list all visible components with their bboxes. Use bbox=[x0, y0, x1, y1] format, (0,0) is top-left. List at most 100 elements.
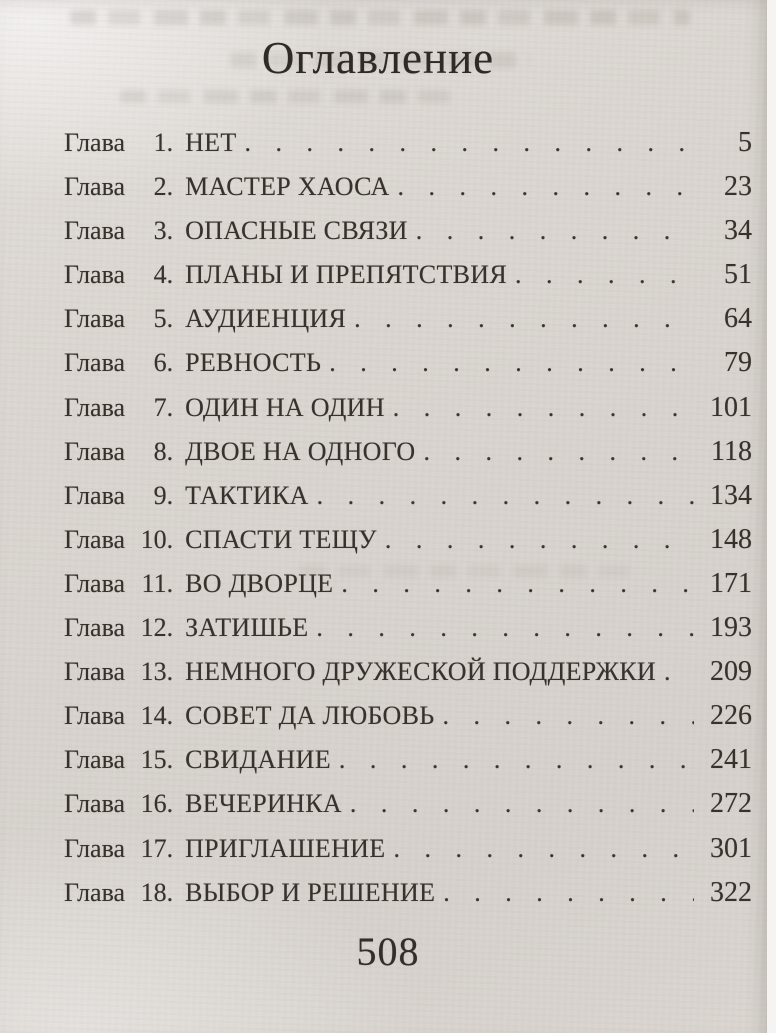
chapter-number: 4. bbox=[153, 260, 174, 290]
dot-leader: . . . . . . . . . . . . . . . . . . . . … bbox=[384, 524, 694, 554]
footer-page-number: 508 bbox=[356, 929, 420, 974]
chapter-title: НЕМНОГО ДРУЖЕСКОЙ ПОДДЕРЖКИ bbox=[185, 657, 656, 687]
chapter-word: Глава bbox=[64, 877, 126, 907]
toc-entry: Глава 3. ОПАСНЫЕ СВЯЗИ . . . . . . . . .… bbox=[0, 209, 776, 253]
table-of-contents: Глава 1. НЕТ . . . . . . . . . . . . . .… bbox=[0, 121, 776, 915]
chapter-number: 13. bbox=[140, 657, 174, 687]
chapter-number: 1. bbox=[153, 128, 174, 157]
toc-entry: Глава 6. РЕВНОСТЬ . . . . . . . . . . . … bbox=[0, 341, 776, 385]
dot-leader: . . . . . . . . . . . . . . . . . . . . … bbox=[515, 260, 694, 290]
dot-leader: . . . . . . . . . . . . . . . . . . . . … bbox=[663, 657, 694, 687]
page-number: 23 bbox=[724, 171, 752, 203]
page-title: Оглавление bbox=[261, 33, 495, 83]
dot-leader: . . . . . . . . . . . . . . . . . . . . … bbox=[354, 304, 694, 334]
chapter-number: 18. bbox=[140, 877, 174, 907]
chapter-number: 15. bbox=[140, 745, 174, 775]
page-number: 322 bbox=[710, 876, 752, 908]
page-number: 209 bbox=[710, 656, 752, 688]
chapter-word: Глава bbox=[64, 524, 126, 554]
chapter-number: 17. bbox=[140, 833, 174, 863]
chapter-title: НЕТ bbox=[185, 128, 237, 157]
page-number: 148 bbox=[710, 523, 752, 555]
chapter-word: Глава bbox=[64, 745, 126, 775]
chapter-title: ОДИН НА ОДИН bbox=[185, 392, 385, 422]
chapter-word: Глава bbox=[64, 657, 126, 687]
page-number: 241 bbox=[710, 744, 752, 776]
page-number: 5 bbox=[738, 127, 752, 158]
chapter-number: 7. bbox=[153, 392, 174, 422]
chapter-word: Глава bbox=[64, 216, 126, 246]
toc-entry: Глава 13. НЕМНОГО ДРУЖЕСКОЙ ПОДДЕРЖКИ . … bbox=[0, 650, 776, 694]
dot-leader: . . . . . . . . . . . . . . . . . . . . … bbox=[316, 480, 694, 510]
page-number: 118 bbox=[711, 435, 752, 467]
chapter-title: ВЫБОР И РЕШЕНИЕ bbox=[185, 877, 436, 907]
page-number: 272 bbox=[710, 788, 752, 820]
dot-leader: . . . . . . . . . . . . . . . . . . . . … bbox=[415, 216, 694, 246]
chapter-title: ПРИГЛАШЕНИЕ bbox=[185, 833, 386, 863]
chapter-number: 6. bbox=[153, 348, 174, 378]
chapter-word: Глава bbox=[64, 128, 126, 157]
chapter-title: ТАКТИКА bbox=[185, 480, 309, 510]
page-number: 226 bbox=[710, 700, 752, 732]
page-number: 79 bbox=[724, 347, 752, 379]
dot-leader: . . . . . . . . . . . . . . . . . . . . … bbox=[443, 877, 694, 907]
chapter-title: АУДИЕНЦИЯ bbox=[185, 304, 347, 334]
toc-entry: Глава 10. СПАСТИ ТЕЩУ . . . . . . . . . … bbox=[0, 518, 776, 562]
dot-leader: . . . . . . . . . . . . . . . . . . . . … bbox=[338, 745, 694, 775]
page-number: 193 bbox=[710, 612, 752, 644]
chapter-word: Глава bbox=[64, 480, 126, 510]
chapter-number: 2. bbox=[153, 172, 174, 202]
chapter-number: 5. bbox=[153, 304, 174, 334]
page-number: 171 bbox=[710, 567, 752, 599]
chapter-title: ДВОЕ НА ОДНОГО bbox=[185, 436, 416, 466]
chapter-title: СПАСТИ ТЕЩУ bbox=[185, 524, 377, 554]
chapter-word: Глава bbox=[64, 348, 126, 378]
page-number: 134 bbox=[710, 479, 752, 511]
dot-leader: . . . . . . . . . . . . . . . . . . . . … bbox=[393, 833, 694, 863]
chapter-title: ЗАТИШЬЕ bbox=[185, 613, 309, 643]
dot-leader: . . . . . . . . . . . . . . . . . . . . … bbox=[397, 172, 694, 202]
dot-leader: . . . . . . . . . . . . . . . . . . . . … bbox=[349, 789, 694, 819]
toc-entry: Глава 18. ВЫБОР И РЕШЕНИЕ . . . . . . . … bbox=[0, 871, 776, 915]
toc-entry: Глава 17. ПРИГЛАШЕНИЕ . . . . . . . . . … bbox=[0, 827, 776, 871]
chapter-title: СВИДАНИЕ bbox=[185, 745, 331, 775]
toc-entry: Глава 2. МАСТЕР ХАОСА . . . . . . . . . … bbox=[0, 165, 776, 209]
chapter-number: 16. bbox=[140, 789, 174, 819]
toc-entry: Глава 16. ВЕЧЕРИНКА . . . . . . . . . . … bbox=[0, 782, 776, 826]
scan-edge bbox=[767, 0, 776, 1033]
chapter-number: 11. bbox=[141, 568, 174, 598]
chapter-word: Глава bbox=[64, 304, 126, 334]
toc-entry: Глава 9. ТАКТИКА . . . . . . . . . . . .… bbox=[0, 474, 776, 518]
toc-entry: Глава 11. ВО ДВОРЦЕ . . . . . . . . . . … bbox=[0, 562, 776, 606]
page-number: 64 bbox=[724, 303, 752, 335]
page-number: 101 bbox=[710, 391, 752, 423]
toc-entry: Глава 1. НЕТ . . . . . . . . . . . . . .… bbox=[0, 121, 776, 165]
chapter-word: Глава bbox=[64, 260, 126, 290]
chapter-word: Глава bbox=[64, 436, 126, 466]
chapter-title: ОПАСНЫЕ СВЯЗИ bbox=[185, 216, 408, 246]
dot-leader: . . . . . . . . . . . . . . . . . . . . … bbox=[341, 568, 694, 598]
chapter-number: 12. bbox=[140, 613, 174, 643]
toc-entry: Глава 5. АУДИЕНЦИЯ . . . . . . . . . . .… bbox=[0, 297, 776, 341]
chapter-title: ВО ДВОРЦЕ bbox=[185, 568, 334, 598]
chapter-title: ВЕЧЕРИНКА bbox=[185, 789, 342, 819]
page-number: 51 bbox=[724, 259, 752, 291]
toc-entry: Глава 4. ПЛАНЫ И ПРЕПЯТСТВИЯ . . . . . .… bbox=[0, 253, 776, 297]
toc-entry: Глава 14. СОВЕТ ДА ЛЮБОВЬ . . . . . . . … bbox=[0, 694, 776, 738]
dot-leader: . . . . . . . . . . . . . . . . . . . . … bbox=[244, 128, 694, 157]
chapter-word: Глава bbox=[64, 833, 126, 863]
chapter-number: 8. bbox=[153, 436, 174, 466]
chapter-word: Глава bbox=[64, 568, 126, 598]
chapter-number: 10. bbox=[140, 524, 174, 554]
chapter-title: СОВЕТ ДА ЛЮБОВЬ bbox=[185, 701, 435, 731]
dot-leader: . . . . . . . . . . . . . . . . . . . . … bbox=[316, 613, 694, 643]
page-number: 301 bbox=[710, 832, 752, 864]
chapter-title: РЕВНОСТЬ bbox=[185, 348, 322, 378]
chapter-title: МАСТЕР ХАОСА bbox=[185, 172, 390, 202]
dot-leader: . . . . . . . . . . . . . . . . . . . . … bbox=[392, 392, 694, 422]
dot-leader: . . . . . . . . . . . . . . . . . . . . … bbox=[423, 436, 695, 466]
chapter-word: Глава bbox=[64, 172, 126, 202]
chapter-number: 14. bbox=[140, 701, 174, 731]
dot-leader: . . . . . . . . . . . . . . . . . . . . … bbox=[442, 701, 694, 731]
